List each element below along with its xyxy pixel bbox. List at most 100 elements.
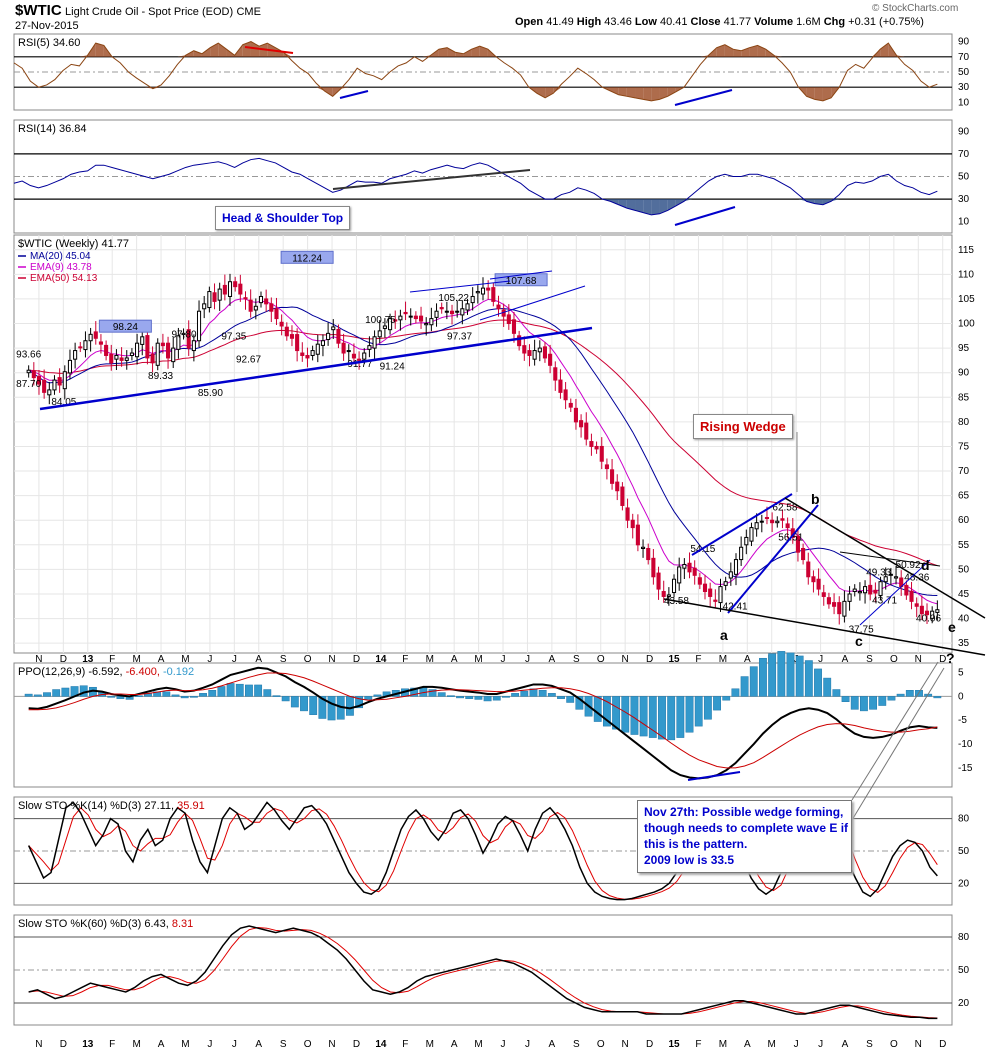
neckline-trendline	[39, 326, 593, 411]
ppo-hist-value: -0.192	[163, 666, 194, 678]
ppo-histogram-bar	[878, 696, 887, 706]
sto-d-line	[28, 807, 938, 900]
rsi-fill	[626, 199, 636, 211]
candle-down	[289, 334, 295, 339]
y-tick-label: 10	[958, 97, 970, 108]
wedge-upper-line	[691, 493, 793, 556]
price-label: 98.24	[113, 322, 138, 333]
candle-up	[842, 600, 847, 617]
candle-down	[393, 319, 398, 322]
head-shoulder-label: Head & Shoulder Top	[215, 206, 351, 230]
candle-up	[408, 315, 413, 318]
candle-down	[98, 341, 103, 345]
ppo-histogram-bar	[768, 653, 777, 697]
x-tick-label-bottom: 13	[82, 1039, 94, 1050]
chg-value: +0.31 (+0.75%)	[848, 16, 924, 28]
sto-title-name: Slow STO %K(60) %D(3)	[18, 918, 144, 930]
callout-pointer-2	[851, 667, 945, 821]
candle-up	[728, 571, 733, 579]
rsi-fill	[806, 199, 815, 204]
y-tick-label: 80	[958, 814, 970, 825]
candle-up	[310, 350, 315, 356]
y-tick-label: 70	[958, 52, 970, 63]
candle-down	[517, 335, 522, 347]
candle-down	[651, 557, 656, 578]
candle-down	[764, 517, 770, 520]
candle-up	[47, 389, 52, 396]
candle-down	[713, 599, 718, 602]
ppo-histogram-bar	[593, 696, 602, 722]
rsi-fill	[79, 55, 88, 57]
candle-down	[553, 367, 558, 381]
candle-up	[429, 318, 434, 326]
y-tick-label: 85	[958, 392, 970, 403]
lower-wedge-line	[663, 598, 986, 656]
ppo-histogram-bar	[566, 696, 575, 703]
candle-down	[806, 561, 811, 578]
x-tick-label-bottom: F	[109, 1039, 115, 1050]
y-tick-label: 100	[958, 319, 975, 330]
x-tick-label-top: 15	[668, 654, 680, 665]
open-value: 41.49	[546, 16, 574, 28]
candle-down	[166, 342, 171, 359]
rsi-fill	[806, 87, 815, 100]
candle-down	[630, 519, 635, 529]
ppo-histogram-bar	[272, 695, 281, 697]
candle-down	[186, 329, 191, 349]
wedge-lower-line	[727, 504, 819, 614]
x-tick-label-bottom: J	[232, 1039, 237, 1050]
candle-down	[109, 353, 114, 364]
price-label: 107.68	[506, 276, 537, 287]
candle-down	[491, 287, 496, 302]
rsi-fill	[651, 199, 660, 215]
candle-up	[893, 576, 899, 579]
ppo-histogram-bar	[520, 690, 529, 697]
sto-d-value: 35.91	[177, 800, 205, 812]
candle-up	[382, 325, 387, 329]
candle-down	[919, 605, 924, 615]
x-tick-label-bottom: A	[744, 1039, 751, 1050]
x-tick-label-bottom: O	[304, 1039, 312, 1050]
candle-down	[656, 572, 661, 590]
rsi5-divergence-line	[244, 46, 294, 54]
ppo-histogram-bar	[492, 696, 501, 701]
ppo-histogram-bar	[557, 696, 565, 699]
ppo-histogram-bar	[189, 696, 198, 698]
candle-down	[243, 297, 248, 300]
y-tick-label: 0	[958, 691, 964, 702]
rsi-fill	[659, 199, 668, 214]
ppo-histogram-bar	[437, 692, 446, 697]
price-label: 37.75	[849, 625, 874, 636]
ppo-histogram-bar	[345, 696, 354, 716]
candle-down	[42, 379, 47, 393]
ppo-rising-line	[687, 771, 741, 781]
candle-up	[930, 610, 935, 619]
ppo-histogram-bar	[630, 696, 639, 735]
candle-up	[398, 315, 403, 321]
y-tick-label: 50	[958, 67, 970, 78]
candle-up	[124, 357, 129, 361]
x-tick-label-bottom: N	[622, 1039, 629, 1050]
rsi-fill	[618, 87, 627, 97]
candle-down	[811, 576, 816, 583]
ppo-histogram-bar	[107, 696, 116, 698]
candle-up	[475, 291, 480, 294]
price-label: 93.66	[16, 350, 41, 361]
candle-up	[434, 310, 439, 318]
x-tick-label-bottom: S	[866, 1039, 873, 1050]
candle-up	[460, 308, 465, 316]
candle-up	[666, 594, 671, 597]
legend-entry: MA(20) 45.04	[30, 251, 91, 262]
candle-down	[222, 284, 227, 295]
candle-up	[733, 559, 739, 575]
rsi-fill	[324, 87, 333, 97]
candle-up	[863, 586, 868, 594]
candle-up	[202, 303, 207, 310]
ppo-histogram-bar	[777, 651, 786, 697]
wave-label-a: a	[720, 627, 728, 643]
ppo-histogram-bar	[43, 692, 51, 697]
x-tick-label-top: F	[109, 654, 115, 665]
candle-down	[527, 350, 532, 356]
inner-rising-line	[859, 559, 931, 626]
candle-down	[57, 377, 62, 386]
